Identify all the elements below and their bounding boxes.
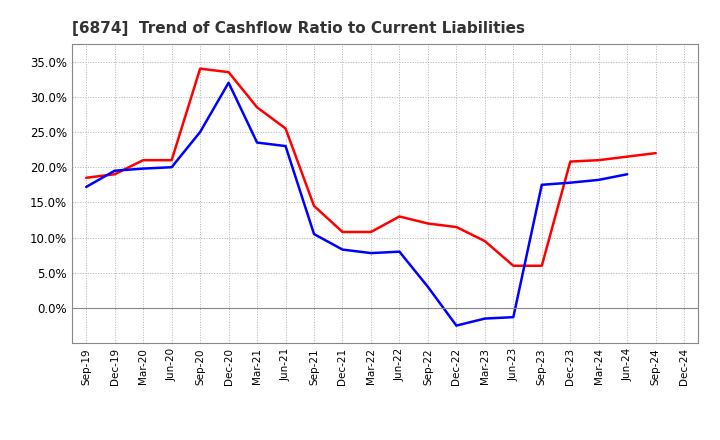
Free CF to Current Liabilities: [167, 165, 176, 170]
Line: Free CF to Current Liabilities: Free CF to Current Liabilities: [86, 83, 627, 326]
Line: Operating CF to Current Liabilities: Operating CF to Current Liabilities: [86, 69, 656, 266]
Operating CF to Current Liabilities: [167, 158, 176, 163]
Free CF to Current Liabilities: [566, 180, 575, 185]
Operating CF to Current Liabilities: [623, 154, 631, 159]
Operating CF to Current Liabilities: [452, 224, 461, 230]
Free CF to Current Liabilities: [480, 316, 489, 321]
Free CF to Current Liabilities: [623, 172, 631, 177]
Operating CF to Current Liabilities: [423, 221, 432, 226]
Operating CF to Current Liabilities: [537, 263, 546, 268]
Operating CF to Current Liabilities: [110, 172, 119, 177]
Operating CF to Current Liabilities: [196, 66, 204, 71]
Free CF to Current Liabilities: [366, 250, 375, 256]
Operating CF to Current Liabilities: [253, 105, 261, 110]
Operating CF to Current Liabilities: [310, 203, 318, 209]
Operating CF to Current Liabilities: [480, 238, 489, 244]
Free CF to Current Liabilities: [595, 177, 603, 183]
Operating CF to Current Liabilities: [139, 158, 148, 163]
Free CF to Current Liabilities: [253, 140, 261, 145]
Free CF to Current Liabilities: [338, 247, 347, 252]
Operating CF to Current Liabilities: [595, 158, 603, 163]
Free CF to Current Liabilities: [423, 284, 432, 290]
Operating CF to Current Liabilities: [338, 229, 347, 235]
Operating CF to Current Liabilities: [395, 214, 404, 219]
Free CF to Current Liabilities: [282, 143, 290, 149]
Operating CF to Current Liabilities: [566, 159, 575, 164]
Free CF to Current Liabilities: [82, 184, 91, 190]
Free CF to Current Liabilities: [452, 323, 461, 328]
Free CF to Current Liabilities: [225, 80, 233, 85]
Operating CF to Current Liabilities: [282, 126, 290, 131]
Free CF to Current Liabilities: [139, 166, 148, 171]
Free CF to Current Liabilities: [395, 249, 404, 254]
Operating CF to Current Liabilities: [652, 150, 660, 156]
Free CF to Current Liabilities: [509, 315, 518, 320]
Free CF to Current Liabilities: [537, 182, 546, 187]
Operating CF to Current Liabilities: [509, 263, 518, 268]
Text: [6874]  Trend of Cashflow Ratio to Current Liabilities: [6874] Trend of Cashflow Ratio to Curren…: [72, 21, 525, 36]
Free CF to Current Liabilities: [310, 231, 318, 237]
Free CF to Current Liabilities: [196, 129, 204, 135]
Operating CF to Current Liabilities: [366, 229, 375, 235]
Operating CF to Current Liabilities: [225, 70, 233, 75]
Free CF to Current Liabilities: [110, 168, 119, 173]
Operating CF to Current Liabilities: [82, 175, 91, 180]
